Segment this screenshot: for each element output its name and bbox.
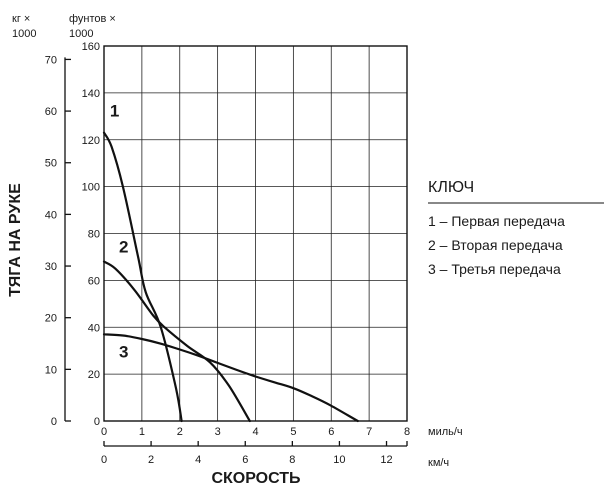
axes	[64, 57, 408, 447]
y-primary-tick-label: 20	[45, 313, 57, 325]
x-primary-tick-label: 6	[328, 426, 334, 438]
x-secondary-tick-label: 12	[380, 454, 392, 466]
curve-label-1: 1	[110, 101, 119, 120]
x-secondary-tick-label: 4	[195, 454, 201, 466]
x-secondary-tick-label: 8	[289, 454, 295, 466]
y-secondary-tick-label: 60	[88, 275, 100, 287]
x-secondary-tick-label: 2	[148, 454, 154, 466]
legend-title: КЛЮЧ	[428, 179, 474, 196]
plot-frame	[103, 45, 408, 422]
y-primary-tick-label: 40	[45, 209, 57, 221]
x-secondary-tick-label: 10	[333, 454, 345, 466]
curve-gear-2	[102, 260, 251, 423]
x-secondary-unit: км/ч	[428, 457, 449, 469]
x-primary-tick-label: 0	[101, 426, 107, 438]
y-secondary-tick-label: 20	[88, 369, 100, 381]
y-primary-tick-label: 30	[45, 261, 57, 273]
y-primary-tick-label: 60	[45, 106, 57, 118]
y-secondary-unit-line1: фунтов ×	[69, 13, 116, 25]
y-secondary-unit-line2: 1000	[69, 28, 93, 40]
y-secondary-tick-label: 100	[82, 182, 100, 194]
curve-gear-3	[102, 333, 359, 423]
curve-gear-1	[102, 131, 183, 423]
legend-item-1: 1 – Первая передача	[428, 213, 565, 229]
grid	[103, 45, 408, 422]
x-primary-tick-label: 5	[290, 426, 296, 438]
y-primary-tick-label: 50	[45, 158, 57, 170]
y-secondary-tick-label: 40	[88, 322, 100, 334]
y-secondary-tick-label: 0	[94, 416, 100, 428]
x-primary-tick-label: 8	[404, 426, 410, 438]
curve-label-3: 3	[119, 343, 128, 362]
curve-label-2: 2	[119, 237, 128, 256]
x-secondary-tick-label: 6	[242, 454, 248, 466]
legend-item-3: 3 – Третья передача	[428, 261, 561, 277]
y-primary-tick-label: 0	[51, 416, 57, 428]
x-primary-unit: миль/ч	[428, 426, 463, 438]
y-primary-tick-label: 10	[45, 364, 57, 376]
curve-labels: 1 2 3	[110, 101, 129, 361]
x-axis-title: СКОРОСТЬ	[211, 470, 300, 487]
y-secondary-tick-label: 120	[82, 135, 100, 147]
legend-item-2: 2 – Вторая передача	[428, 237, 563, 253]
y-primary-unit-line1: кг ×	[12, 13, 30, 25]
y-primary-unit-line2: 1000	[12, 28, 36, 40]
y-secondary-tick-label: 140	[82, 88, 100, 100]
y-primary-tick-label: 70	[45, 54, 57, 66]
x-primary-tick-label: 4	[252, 426, 258, 438]
y-secondary-tick-label: 160	[82, 41, 100, 53]
x-primary-tick-label: 7	[366, 426, 372, 438]
y-secondary-tick-label: 80	[88, 229, 100, 241]
curves	[102, 131, 359, 423]
x-primary-tick-label: 2	[177, 426, 183, 438]
x-secondary-tick-label: 0	[101, 454, 107, 466]
y-axis-title: ТЯГА НА РУКЕ	[7, 183, 24, 297]
x-primary-tick-label: 1	[139, 426, 145, 438]
x-primary-tick-label: 3	[215, 426, 221, 438]
